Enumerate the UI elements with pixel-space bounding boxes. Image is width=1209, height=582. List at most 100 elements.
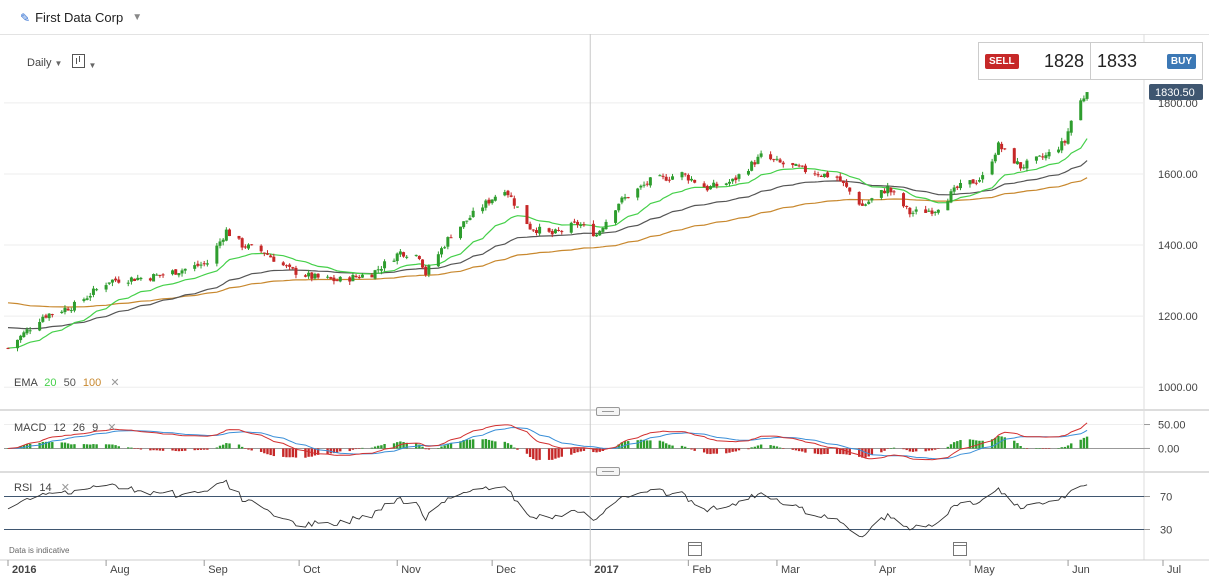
macd-histogram-bar <box>671 445 674 449</box>
macd-histogram-bar <box>250 448 253 451</box>
x-tick-label: Oct <box>303 564 320 576</box>
macd-histogram-bar <box>532 448 535 460</box>
candle-body <box>417 255 421 259</box>
rsi-name: RSI <box>14 482 33 494</box>
candle-body <box>218 241 222 246</box>
macd-histogram-bar <box>734 448 738 452</box>
macd-histogram-bar <box>842 448 845 455</box>
macd-histogram-bar <box>494 441 497 449</box>
macd-histogram-bar <box>196 448 200 451</box>
candle-body <box>658 175 662 177</box>
macd-histogram-bar <box>38 442 41 449</box>
candle-body <box>44 315 48 318</box>
macd-histogram-bar <box>687 448 690 449</box>
candle-body <box>246 244 250 249</box>
macd-histogram-bar <box>750 447 753 449</box>
macd-histogram-bar <box>870 448 874 455</box>
candle-body <box>272 256 276 262</box>
macd-histogram-bar <box>642 439 646 449</box>
sell-cell[interactable]: SELL 1828 <box>979 43 1090 79</box>
macd-histogram-bar <box>171 448 174 451</box>
macd-histogram-bar <box>358 448 361 449</box>
pane-resize-handle[interactable] <box>596 467 620 476</box>
macd-histogram-bar <box>41 441 45 449</box>
candle-body <box>19 335 23 341</box>
chart-type-dropdown[interactable]: ▼ <box>72 54 96 71</box>
candle-body <box>443 247 447 249</box>
macd-histogram-bar <box>1003 437 1006 449</box>
candle-body <box>826 172 830 178</box>
remove-ema-icon[interactable]: ✕ <box>110 377 120 389</box>
macd-histogram-bar <box>158 448 162 451</box>
candle-body <box>177 273 181 276</box>
y-tick-label: 0.00 <box>1158 443 1179 455</box>
candle-body <box>1047 152 1051 157</box>
candle-body <box>284 265 288 267</box>
candle-body <box>515 206 519 208</box>
macd-histogram-bar <box>769 445 772 449</box>
macd-histogram-bar <box>595 448 598 453</box>
candle-body <box>465 220 469 222</box>
x-tick-label: May <box>974 564 995 576</box>
remove-macd-icon[interactable]: ✕ <box>107 422 117 434</box>
candle-body <box>626 197 630 199</box>
macd-histogram-bar <box>316 448 320 455</box>
y-tick-label: 1000.00 <box>1158 382 1198 394</box>
macd-histogram-bar <box>952 442 956 449</box>
interval-dropdown[interactable]: Daily ▼ <box>27 57 62 69</box>
macd-histogram-bar <box>291 448 294 458</box>
candle-body <box>750 161 754 171</box>
candle-body <box>398 251 402 255</box>
macd-histogram-bar <box>576 448 579 453</box>
buy-cell[interactable]: 1833 BUY <box>1090 43 1202 79</box>
macd-histogram-bar <box>22 444 26 449</box>
macd-histogram-bar <box>905 448 908 451</box>
buy-button[interactable]: BUY <box>1166 53 1196 69</box>
macd-histogram-bar <box>1070 443 1073 449</box>
macd-histogram-bar <box>658 440 662 449</box>
candle-body <box>307 272 311 277</box>
candle-body <box>822 173 826 178</box>
pencil-icon: ✎ <box>20 10 31 25</box>
y-tick-label: 30 <box>1160 525 1172 537</box>
candle-body <box>424 266 428 275</box>
macd-param-signal: 9 <box>92 422 99 434</box>
candle-body <box>569 222 573 233</box>
macd-histogram-bar <box>756 445 760 449</box>
macd-histogram-bar <box>617 444 620 449</box>
macd-param-slow: 26 <box>72 422 86 434</box>
candle-body <box>813 173 817 175</box>
macd-histogram-bar <box>6 448 10 449</box>
macd-histogram-bar <box>737 448 741 451</box>
candle-body <box>639 185 643 188</box>
macd-histogram-bar <box>848 448 851 456</box>
candle-body <box>601 228 605 232</box>
macd-histogram-bar <box>240 446 244 449</box>
macd-histogram-bar <box>975 440 978 449</box>
macd-histogram-bar <box>1085 436 1089 449</box>
macd-histogram-bar <box>1060 447 1063 449</box>
candle-body <box>924 209 928 213</box>
candle-body <box>148 278 152 281</box>
candle-body <box>1022 167 1026 169</box>
candle-body <box>800 165 804 167</box>
macd-histogram-bar <box>731 448 734 452</box>
candle-body <box>215 245 219 264</box>
calendar-icon[interactable] <box>953 542 967 556</box>
candle-body <box>746 170 750 175</box>
candle-body <box>47 313 51 319</box>
remove-rsi-icon[interactable]: ✕ <box>60 482 70 494</box>
pane-resize-handle[interactable] <box>596 407 620 416</box>
macd-histogram-bar <box>373 446 377 449</box>
candle-body <box>484 200 488 208</box>
sell-button[interactable]: SELL <box>985 53 1019 69</box>
macd-histogram-bar <box>244 448 247 449</box>
instrument-selector[interactable]: ✎ First Data Corp ▼ <box>20 10 142 25</box>
macd-histogram-bar <box>1000 436 1003 449</box>
candle-body <box>794 164 798 166</box>
candle-body <box>902 193 906 207</box>
macd-histogram-bar <box>111 444 114 449</box>
candle-body <box>645 183 649 185</box>
calendar-icon[interactable] <box>688 542 702 556</box>
